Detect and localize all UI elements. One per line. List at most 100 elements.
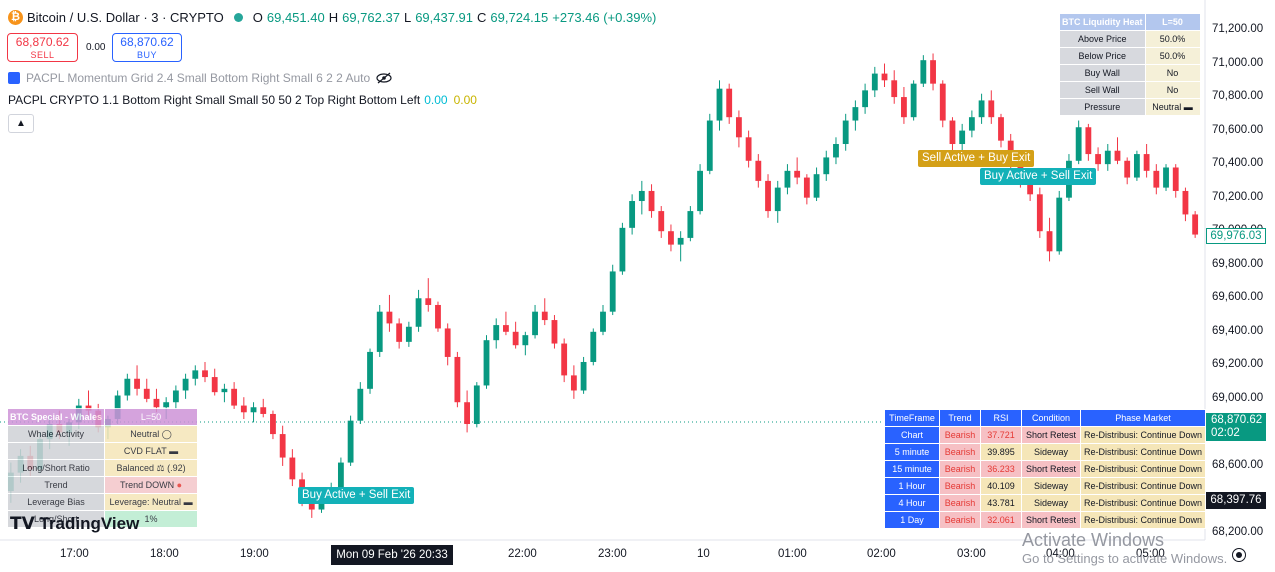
- candle-body: [1085, 127, 1092, 155]
- collapse-indicators-button[interactable]: ▲: [8, 114, 34, 133]
- candle-body: [1153, 170, 1160, 188]
- candle-body: [532, 311, 538, 336]
- rsi-cell: 43.781: [980, 494, 1022, 512]
- candle-body: [192, 370, 199, 379]
- low-value: 69,437.91: [415, 10, 474, 25]
- tf-cell: 1 Hour: [884, 477, 940, 495]
- tradingview-logo[interactable]: 𝗧𝗩 TradingView: [10, 514, 139, 534]
- table-row: 15 minute Bearish 36.233 Short Retest Re-Dis…: [884, 460, 1206, 478]
- indicator-crypto[interactable]: PACPL CRYPTO 1.1 Bottom Right Small Smal…: [8, 93, 477, 107]
- candle-body: [163, 402, 170, 408]
- liquidity-row-label: Above Price: [1059, 30, 1146, 48]
- tf-cell: 5 minute: [884, 443, 940, 461]
- settings-gear-icon[interactable]: [1232, 548, 1246, 562]
- liquidity-row-value: No: [1144, 81, 1201, 99]
- symbol-title[interactable]: Bitcoin / U.S. Dollar · 3 · CRYPTO: [27, 10, 224, 25]
- close-value: 69,724.15: [490, 10, 549, 25]
- candle-body: [1104, 150, 1111, 165]
- candle-body: [172, 390, 179, 403]
- market-status-icon: [233, 13, 243, 22]
- candle-body: [901, 97, 907, 118]
- liquidity-row-label: Below Price: [1059, 47, 1146, 65]
- candle-body: [221, 388, 228, 393]
- candle-body: [493, 325, 500, 341]
- price-tick-label: 68,200.00: [1212, 526, 1264, 538]
- liquidity-row-label: Buy Wall: [1059, 64, 1146, 82]
- phase-cell: Re-Distribusi: Continue Down: [1080, 511, 1206, 529]
- trend-cell: Bearish: [939, 494, 981, 512]
- phase-cell: Re-Distribusi: Continue Down: [1080, 494, 1206, 512]
- candle-body: [590, 331, 597, 362]
- liquidity-row-label: Sell Wall: [1059, 81, 1146, 99]
- price-tick-label: 70,800.00: [1212, 90, 1264, 103]
- candle-body: [337, 462, 344, 488]
- rsi-cell: 32.061: [980, 511, 1022, 529]
- open-value: 69,451.40: [266, 10, 325, 25]
- candle-body: [308, 499, 315, 510]
- candle-body: [503, 325, 509, 332]
- eye-off-icon[interactable]: [376, 72, 392, 84]
- candle-body: [464, 402, 471, 425]
- liquidity-row-value: No: [1144, 64, 1201, 82]
- price-tick-label: 69,800.00: [1212, 257, 1264, 270]
- candle-body: [755, 160, 762, 181]
- candle-body: [813, 174, 820, 198]
- indicator-momentum-grid[interactable]: PACPL Momentum Grid 2.4 Small Bottom Rig…: [8, 71, 392, 85]
- bitcoin-icon: ₿: [8, 10, 23, 25]
- candle-body: [648, 190, 655, 212]
- candle-body: [1163, 167, 1169, 188]
- candle-body: [483, 340, 490, 386]
- time-tick-label: 01:00: [778, 548, 807, 560]
- candle-body: [347, 420, 354, 463]
- whales-row-label: Long/Short: [6, 510, 106, 528]
- candle-body: [1075, 127, 1082, 161]
- tf-header-rsi: RSI: [980, 409, 1022, 427]
- buy-button[interactable]: 68,870.62 BUY: [112, 33, 182, 62]
- candle-body: [1143, 154, 1150, 171]
- whales-row-label: [6, 442, 106, 460]
- chevron-up-icon: ▲: [16, 118, 26, 129]
- candle-body: [444, 328, 451, 357]
- high-label: H: [328, 10, 339, 25]
- timeframe-panel: TimeFrame Trend RSI Condition Phase Mark…: [884, 409, 1206, 529]
- candle-body: [949, 120, 956, 145]
- candle-body: [959, 130, 966, 145]
- candle-body: [735, 117, 742, 138]
- candle-body: [473, 385, 480, 425]
- pressure-value: Neutral: [1152, 102, 1182, 112]
- liquidity-row-label: Pressure: [1059, 98, 1146, 116]
- candle-body: [570, 375, 577, 391]
- candle-body: [891, 80, 898, 98]
- price-tick-label: 69,400.00: [1212, 324, 1264, 337]
- liquidity-row-value: 50.0%: [1144, 30, 1201, 48]
- last-price-value: 68,870.62: [1211, 414, 1263, 426]
- candle-body: [629, 201, 636, 228]
- candle-body: [386, 311, 393, 324]
- condition-cell: Sideway: [1021, 443, 1081, 461]
- candle-body: [240, 405, 247, 413]
- last-price-tag: 68,870.62 02:02: [1206, 413, 1266, 441]
- crosshair-time-label: Mon 09 Feb '26 20:33: [331, 545, 453, 565]
- whales-title: BTC Special - Whales: [6, 408, 106, 426]
- buy-label: BUY: [136, 50, 157, 60]
- signal-sell-active-buy-exit: Sell Active + Buy Exit: [918, 150, 1035, 167]
- indicator-crypto-value2: 0.00: [453, 93, 477, 107]
- signal-buy-active-sell-exit: Buy Active + Sell Exit: [980, 168, 1097, 185]
- candle-body: [1036, 194, 1043, 232]
- tv-mark-icon: 𝗧𝗩: [10, 514, 35, 533]
- condition-cell: Sideway: [1021, 494, 1081, 512]
- whales-row-value: Trend DOWN ●: [104, 476, 199, 494]
- trend-cell: Bearish: [939, 443, 981, 461]
- symbol-header: ₿ Bitcoin / U.S. Dollar · 3 · CRYPTO O 69…: [8, 10, 656, 25]
- sell-button[interactable]: 68,870.62 SELL: [7, 33, 78, 62]
- candle-body: [609, 271, 616, 312]
- whales-panel: BTC Special - Whales L=50 Whale Activity…: [6, 408, 199, 528]
- candle-body: [978, 100, 985, 118]
- candle-body: [706, 120, 713, 171]
- price-tick-label: 71,200.00: [1212, 23, 1264, 35]
- indicator-icon: [8, 72, 20, 84]
- whales-row-label: Long/Short Ratio: [6, 459, 106, 477]
- cvd-value: CVD FLAT: [123, 446, 167, 456]
- candle-body: [405, 326, 412, 342]
- flat-line-icon: ▬: [183, 497, 193, 507]
